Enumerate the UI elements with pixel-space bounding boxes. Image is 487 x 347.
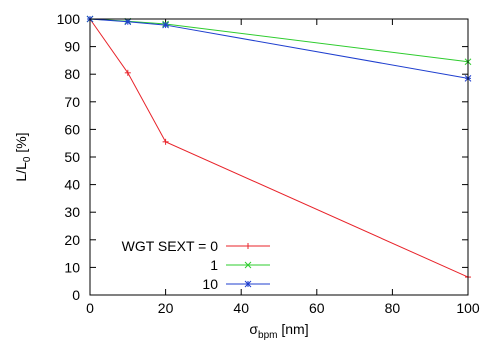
y-axis-label-subscript: 0 bbox=[22, 156, 33, 162]
y-tick-label: 80 bbox=[64, 66, 80, 82]
legend-marker bbox=[244, 280, 252, 288]
x-tick-label: 80 bbox=[385, 300, 401, 316]
data-point bbox=[162, 138, 169, 145]
plot-frame bbox=[89, 18, 469, 296]
x-tick-label: 60 bbox=[309, 300, 325, 316]
x-tick-label: 20 bbox=[158, 300, 174, 316]
legend-marker bbox=[245, 243, 251, 249]
y-tick-label: 90 bbox=[64, 39, 80, 55]
data-point bbox=[162, 21, 169, 29]
y-tick-label: 30 bbox=[64, 204, 80, 220]
y-tick-label: 50 bbox=[64, 149, 80, 165]
legend-entry: 1 bbox=[210, 257, 270, 273]
data-point bbox=[124, 18, 132, 26]
x-axis-label: σbpm [nm] bbox=[249, 321, 308, 341]
legend: WGT SEXT = 0 1 10 bbox=[122, 238, 270, 292]
series-layer bbox=[86, 15, 472, 281]
y-tick-label: 20 bbox=[64, 232, 80, 248]
legend-label: 10 bbox=[202, 276, 218, 292]
series-2 bbox=[86, 15, 472, 82]
y-tick-label: 10 bbox=[64, 259, 80, 275]
y-axis-label: L/L0 [%] bbox=[13, 132, 33, 181]
marker-stroke bbox=[244, 280, 252, 288]
series-line bbox=[89, 18, 469, 278]
series-line bbox=[89, 18, 469, 79]
legend-label: 1 bbox=[210, 257, 218, 273]
x-tick-label: 100 bbox=[456, 300, 480, 316]
y-tick-label: 0 bbox=[72, 287, 80, 303]
y-tick-label: 60 bbox=[64, 121, 80, 137]
data-point bbox=[124, 69, 131, 76]
y-tick-label: 40 bbox=[64, 177, 80, 193]
legend-entry: WGT SEXT = 0 bbox=[122, 238, 270, 254]
legend-entry: 10 bbox=[202, 276, 270, 292]
legend-marker bbox=[244, 261, 252, 269]
y-tick-label: 70 bbox=[64, 94, 80, 110]
y-tick-label: 100 bbox=[57, 11, 81, 27]
series-line bbox=[89, 18, 469, 63]
x-axis-label-subscript: bpm bbox=[258, 330, 277, 341]
legend-label: WGT SEXT = 0 bbox=[122, 238, 219, 254]
x-tick-label: 40 bbox=[233, 300, 249, 316]
marker-stroke bbox=[244, 261, 252, 269]
x-tick-label: 0 bbox=[86, 300, 94, 316]
marker-stroke bbox=[124, 18, 132, 26]
marker-stroke bbox=[162, 21, 169, 29]
